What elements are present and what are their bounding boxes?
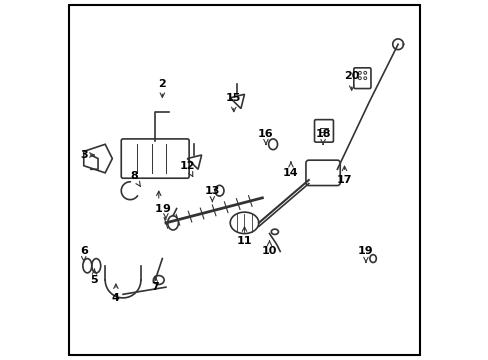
Text: 6: 6: [80, 247, 87, 262]
Text: 17: 17: [336, 166, 351, 185]
Text: 4: 4: [112, 284, 120, 303]
Text: 2: 2: [158, 78, 166, 98]
FancyBboxPatch shape: [305, 160, 340, 185]
Text: 11: 11: [236, 227, 252, 246]
Text: 19: 19: [357, 247, 373, 262]
Text: 3: 3: [80, 150, 94, 160]
Text: 9: 9: [162, 203, 169, 219]
Text: 15: 15: [225, 93, 241, 112]
Text: 20: 20: [343, 71, 359, 90]
Text: 5: 5: [90, 269, 98, 285]
Text: 16: 16: [258, 129, 273, 144]
Text: 1: 1: [155, 191, 163, 213]
FancyBboxPatch shape: [353, 68, 370, 89]
FancyBboxPatch shape: [314, 120, 333, 142]
Text: 7: 7: [151, 276, 159, 292]
Text: 8: 8: [130, 171, 140, 186]
Text: 13: 13: [204, 186, 220, 202]
Text: 12: 12: [179, 161, 195, 176]
FancyBboxPatch shape: [121, 139, 189, 178]
Text: 18: 18: [315, 129, 330, 144]
Text: 14: 14: [283, 162, 298, 178]
Text: 10: 10: [261, 241, 277, 256]
